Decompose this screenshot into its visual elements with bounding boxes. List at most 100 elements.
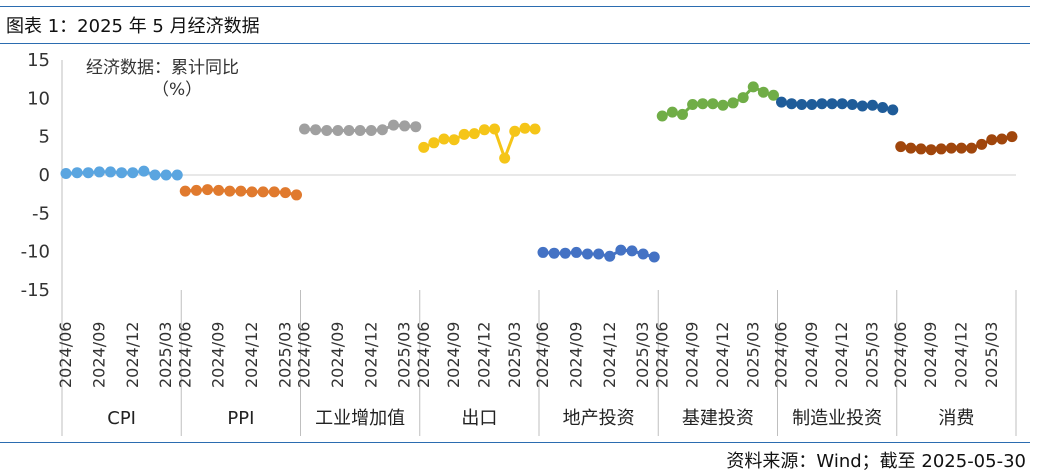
data-point bbox=[235, 185, 247, 197]
data-point bbox=[915, 143, 927, 155]
data-point bbox=[279, 187, 291, 199]
data-point bbox=[224, 185, 236, 197]
data-point bbox=[388, 119, 399, 131]
data-point bbox=[570, 246, 582, 258]
data-point bbox=[171, 169, 183, 181]
data-point bbox=[727, 97, 739, 109]
group-label: 制造业投资 bbox=[792, 408, 882, 429]
data-point bbox=[149, 169, 161, 181]
data-point bbox=[925, 144, 937, 156]
y-tick-label: 15 bbox=[27, 50, 50, 71]
data-point bbox=[976, 138, 988, 150]
data-point bbox=[116, 167, 128, 179]
data-point bbox=[986, 134, 998, 146]
data-point bbox=[519, 122, 531, 134]
data-point bbox=[966, 142, 978, 154]
data-point bbox=[996, 133, 1008, 145]
chart-series bbox=[60, 81, 1018, 263]
data-point bbox=[846, 98, 858, 110]
x-tick-label: 2025/03 bbox=[156, 322, 175, 388]
data-point bbox=[887, 104, 899, 116]
group-label: 工业增加值 bbox=[315, 408, 405, 429]
data-point bbox=[757, 86, 769, 98]
data-point bbox=[410, 121, 422, 133]
data-point bbox=[717, 99, 729, 111]
data-point bbox=[559, 247, 571, 259]
data-point bbox=[190, 184, 202, 196]
x-tick-label: 2025/03 bbox=[743, 322, 762, 388]
data-point bbox=[707, 98, 719, 110]
data-point bbox=[82, 167, 94, 179]
data-point bbox=[593, 248, 605, 260]
data-point bbox=[856, 100, 868, 112]
data-point bbox=[737, 92, 749, 104]
x-tick-label: 2024/12 bbox=[600, 322, 619, 388]
data-point bbox=[582, 248, 593, 260]
data-point bbox=[648, 251, 660, 263]
data-point bbox=[418, 141, 430, 153]
data-point bbox=[1006, 131, 1018, 143]
data-point bbox=[428, 137, 440, 149]
x-tick-label: 2024/09 bbox=[683, 322, 702, 388]
data-point bbox=[310, 124, 322, 136]
x-tick-label: 2024/12 bbox=[242, 322, 261, 388]
data-point bbox=[71, 167, 83, 179]
group-label: 基建投资 bbox=[682, 408, 754, 429]
x-tick-label: 2024/06 bbox=[891, 322, 910, 388]
data-point bbox=[365, 125, 377, 137]
x-tick-label: 2024/06 bbox=[652, 322, 671, 388]
data-point bbox=[489, 123, 501, 135]
title-rule bbox=[0, 43, 1030, 44]
data-point bbox=[905, 142, 917, 154]
data-point bbox=[268, 186, 280, 198]
data-point bbox=[105, 166, 116, 178]
data-point bbox=[537, 246, 549, 258]
x-tick-label: 2024/12 bbox=[951, 322, 970, 388]
y-tick-label: 10 bbox=[27, 88, 50, 109]
data-point bbox=[816, 98, 828, 110]
data-point bbox=[747, 81, 759, 93]
data-point bbox=[697, 98, 709, 110]
data-point bbox=[448, 134, 460, 146]
data-point bbox=[687, 98, 699, 110]
data-point bbox=[806, 98, 818, 110]
data-point bbox=[945, 142, 957, 154]
data-point bbox=[468, 128, 480, 140]
data-point bbox=[877, 102, 889, 114]
figure-title: 图表 1：2025 年 5 月经济数据 bbox=[6, 16, 260, 37]
data-point bbox=[776, 96, 787, 108]
x-tick-label: 2025/03 bbox=[982, 322, 1001, 388]
chart-subtitle: （%） bbox=[152, 80, 202, 100]
data-point bbox=[478, 124, 490, 136]
data-point bbox=[399, 120, 411, 132]
x-tick-label: 2025/03 bbox=[505, 322, 524, 388]
data-point bbox=[656, 110, 668, 122]
x-tick-label: 2025/03 bbox=[275, 322, 294, 388]
data-point bbox=[202, 184, 213, 196]
group-label: 地产投资 bbox=[563, 408, 635, 429]
data-point bbox=[291, 189, 302, 201]
data-point bbox=[626, 245, 638, 257]
data-point bbox=[548, 247, 560, 259]
data-point bbox=[955, 142, 967, 154]
y-tick-label: 0 bbox=[39, 165, 50, 186]
x-tick-label: 2024/09 bbox=[566, 322, 585, 388]
data-point bbox=[438, 133, 450, 145]
data-point bbox=[93, 166, 105, 178]
data-point bbox=[213, 184, 225, 196]
data-point bbox=[826, 98, 838, 110]
data-point bbox=[354, 125, 366, 137]
x-tick-label: 2024/09 bbox=[921, 322, 940, 388]
data-point bbox=[246, 186, 258, 198]
y-tick-label: -15 bbox=[21, 280, 50, 301]
chart-title: 经济数据：累计同比 bbox=[86, 58, 239, 78]
x-tick-label: 2025/03 bbox=[395, 322, 414, 388]
x-tick-label: 2024/06 bbox=[56, 322, 75, 388]
data-point bbox=[786, 98, 798, 110]
y-tick-label: -5 bbox=[32, 203, 50, 224]
data-point bbox=[179, 185, 191, 197]
source-note: 资料来源：Wind；截至 2025-05-30 bbox=[726, 451, 1026, 472]
x-tick-label: 2024/12 bbox=[832, 322, 851, 388]
bottom-rule bbox=[0, 442, 1030, 443]
data-point bbox=[637, 248, 649, 260]
